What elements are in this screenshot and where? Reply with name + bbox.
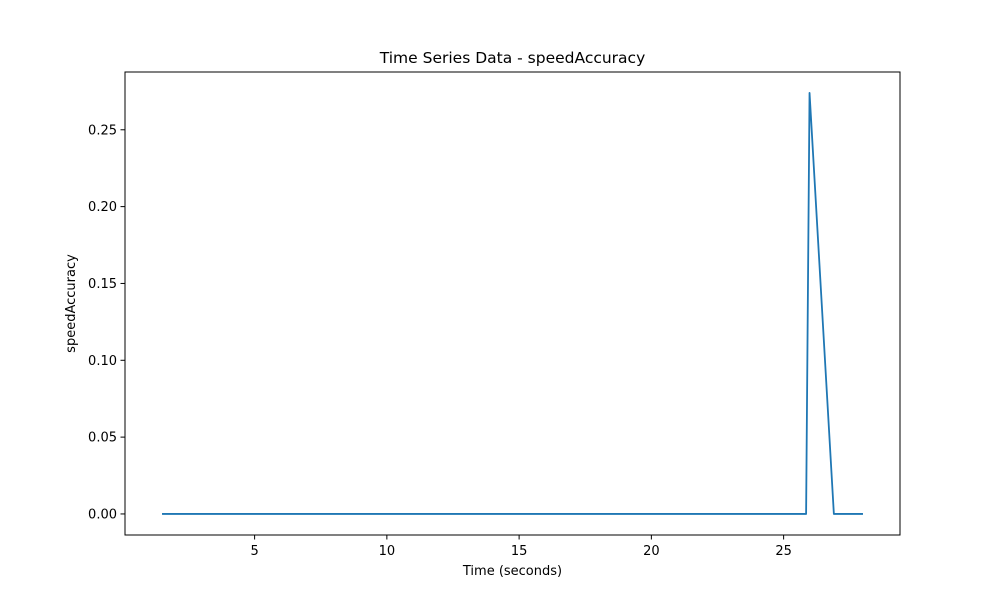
x-axis-ticks: 5 10 15 20 25	[250, 535, 792, 559]
plot-area	[162, 92, 863, 515]
y-tick-label: 0.05	[88, 431, 117, 446]
axes-frame	[124, 71, 901, 536]
x-tick-label: 10	[379, 544, 396, 559]
x-axis-label: Time (seconds)	[462, 564, 562, 579]
x-tick-label: 20	[643, 544, 660, 559]
y-tick-label: 0.25	[88, 123, 117, 138]
y-tick-label: 0.10	[88, 354, 117, 369]
x-tick-label: 15	[511, 544, 528, 559]
y-axis-label: speedAccuracy	[64, 254, 79, 353]
y-axis-ticks: 0.00 0.05 0.10 0.15 0.20 0.25	[88, 123, 125, 522]
y-tick-label: 0.15	[88, 277, 117, 292]
y-tick-label: 0.20	[88, 200, 117, 215]
chart-title: Time Series Data - speedAccuracy	[379, 49, 646, 67]
y-tick-label: 0.00	[88, 507, 117, 522]
x-tick-label: 25	[775, 544, 792, 559]
x-tick-label: 5	[250, 544, 258, 559]
